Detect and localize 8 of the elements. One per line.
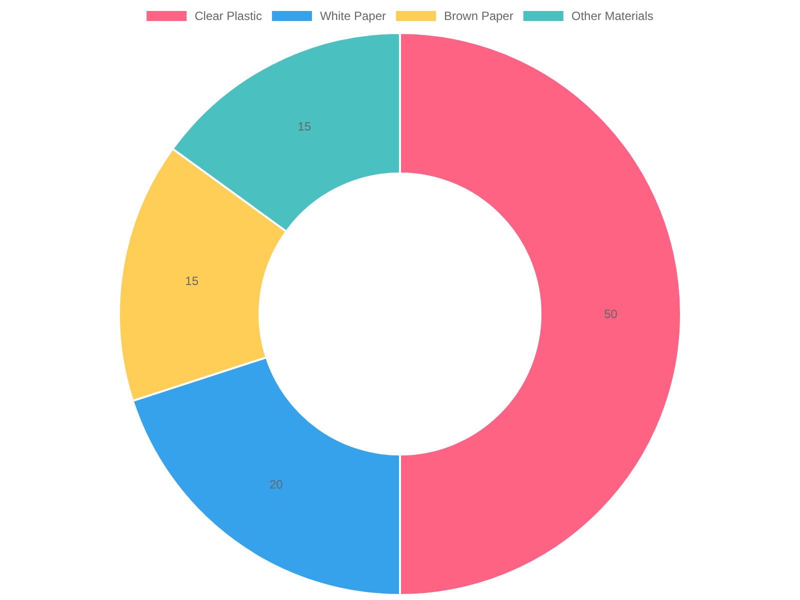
data-label: 15: [185, 274, 199, 288]
data-label: 50: [604, 307, 618, 322]
legend-label: White Paper: [320, 9, 386, 24]
data-label: 15: [298, 119, 312, 134]
data-label: 20: [269, 478, 284, 492]
legend-label: Brown Paper: [444, 9, 514, 24]
legend-label: Clear Plastic: [194, 9, 262, 24]
legend-label: Other Materials: [571, 9, 654, 24]
